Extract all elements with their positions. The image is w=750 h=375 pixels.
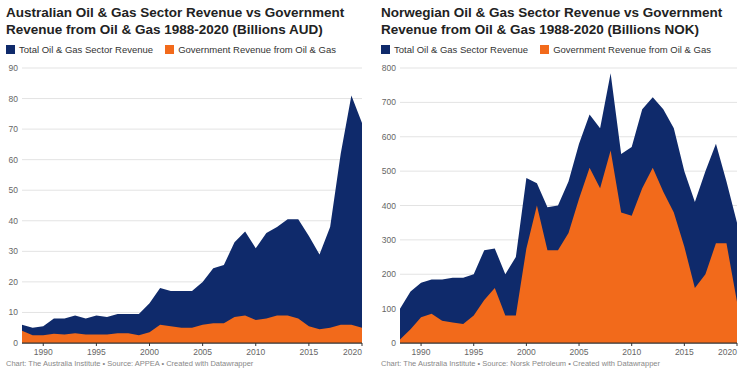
x-tick bbox=[149, 343, 150, 346]
grid-line bbox=[400, 102, 737, 103]
area bbox=[400, 151, 737, 344]
x-tick bbox=[737, 343, 738, 346]
x-tick-label: 2010 bbox=[622, 347, 641, 357]
x-tick-label: 2005 bbox=[193, 347, 212, 357]
x-tick bbox=[579, 343, 580, 346]
y-tick-label: 700 bbox=[382, 97, 396, 107]
y-tick-label: 600 bbox=[382, 132, 396, 142]
x-tick-label: 2015 bbox=[675, 347, 694, 357]
x-tick-label: 2010 bbox=[246, 347, 265, 357]
x-tick-label: 2015 bbox=[299, 347, 318, 357]
x-tick-label: 2020 bbox=[718, 347, 737, 357]
y-tick-label: 300 bbox=[382, 235, 396, 245]
x-tick-label: 2000 bbox=[517, 347, 536, 357]
legend-label: Total Oil & Gas Sector Revenue bbox=[394, 44, 528, 55]
legend-label: Total Oil & Gas Sector Revenue bbox=[19, 44, 153, 55]
y-tick-label: 100 bbox=[382, 304, 396, 314]
x-tick bbox=[202, 343, 203, 346]
plot-area bbox=[22, 96, 362, 344]
y-tick-label: 0 bbox=[13, 338, 18, 348]
grid-line bbox=[400, 136, 737, 137]
x-tick-label: 1995 bbox=[87, 347, 106, 357]
x-tick bbox=[308, 343, 309, 346]
legend-entry: Government Revenue from Oil & Gas bbox=[540, 44, 711, 55]
x-tick bbox=[255, 343, 256, 346]
source-note: Chart: The Australia Institute • Source:… bbox=[6, 359, 253, 368]
x-tick bbox=[43, 343, 44, 346]
y-tick-label: 50 bbox=[9, 185, 19, 195]
legend-swatch bbox=[381, 45, 390, 54]
grid-line bbox=[22, 98, 362, 99]
chart-title: Australian Oil & Gas Sector Revenue vs G… bbox=[6, 4, 351, 38]
x-tick bbox=[421, 343, 422, 346]
legend-entry: Total Oil & Gas Sector Revenue bbox=[6, 44, 153, 55]
y-tick-label: 40 bbox=[9, 216, 19, 226]
area bbox=[400, 73, 737, 343]
chart-title: Norwegian Oil & Gas Sector Revenue vs Go… bbox=[381, 4, 726, 38]
x-axis-line bbox=[22, 343, 362, 344]
y-tick-label: 90 bbox=[9, 63, 19, 73]
legend-label: Government Revenue from Oil & Gas bbox=[553, 44, 711, 55]
grid-line bbox=[22, 129, 362, 130]
x-tick-label: 2005 bbox=[570, 347, 589, 357]
x-tick bbox=[362, 343, 363, 346]
x-tick bbox=[96, 343, 97, 346]
x-tick bbox=[526, 343, 527, 346]
legend-swatch bbox=[6, 45, 15, 54]
grid-line bbox=[22, 159, 362, 160]
grid-line bbox=[22, 68, 362, 69]
y-tick-label: 0 bbox=[391, 338, 396, 348]
source-note: Chart: The Australia Institute • Source:… bbox=[381, 359, 660, 368]
y-tick-label: 500 bbox=[382, 166, 396, 176]
y-tick-label: 400 bbox=[382, 201, 396, 211]
grid-line bbox=[400, 171, 737, 172]
x-tick bbox=[684, 343, 685, 346]
y-tick-label: 80 bbox=[9, 94, 19, 104]
x-tick-label: 1990 bbox=[34, 347, 53, 357]
grid-line bbox=[22, 190, 362, 191]
y-tick-label: 20 bbox=[9, 277, 19, 287]
x-tick-label: 2020 bbox=[343, 347, 362, 357]
legend-label: Government Revenue from Oil & Gas bbox=[178, 44, 336, 55]
chart: 0 10 20 30 40 50 60 70 80 90 1990 1995 2000 2005 2010 2… bbox=[9, 63, 363, 357]
plot-area bbox=[400, 73, 737, 343]
y-tick-label: 70 bbox=[9, 124, 19, 134]
y-tick-label: 800 bbox=[382, 63, 396, 73]
x-tick bbox=[473, 343, 474, 346]
x-tick-label: 1990 bbox=[412, 347, 431, 357]
y-tick-label: 60 bbox=[9, 155, 19, 165]
x-tick-label: 1995 bbox=[464, 347, 483, 357]
area bbox=[22, 316, 362, 344]
y-tick-label: 10 bbox=[9, 307, 19, 317]
grid-line bbox=[22, 343, 362, 344]
legend-swatch bbox=[165, 45, 174, 54]
area bbox=[22, 96, 362, 344]
x-tick bbox=[631, 343, 632, 346]
y-tick-label: 200 bbox=[382, 269, 396, 279]
x-tick-label: 2000 bbox=[140, 347, 159, 357]
chart: 0 100 200 300 400 500 600 700 800 1990 1995 2000 200… bbox=[382, 63, 737, 357]
grid-line bbox=[400, 343, 737, 344]
legend: Total Oil & Gas Sector Revenue Government… bbox=[6, 44, 348, 55]
chart-canvas: 0102030405060708090199019952000200520102… bbox=[0, 0, 750, 375]
grid-line bbox=[22, 220, 362, 221]
y-tick-label: 30 bbox=[9, 246, 19, 256]
legend-entry: Total Oil & Gas Sector Revenue bbox=[381, 44, 528, 55]
legend: Total Oil & Gas Sector Revenue Government… bbox=[381, 44, 723, 55]
grid-line bbox=[400, 68, 737, 69]
legend-entry: Government Revenue from Oil & Gas bbox=[165, 44, 336, 55]
legend-swatch bbox=[540, 45, 549, 54]
x-axis-line bbox=[400, 343, 737, 344]
